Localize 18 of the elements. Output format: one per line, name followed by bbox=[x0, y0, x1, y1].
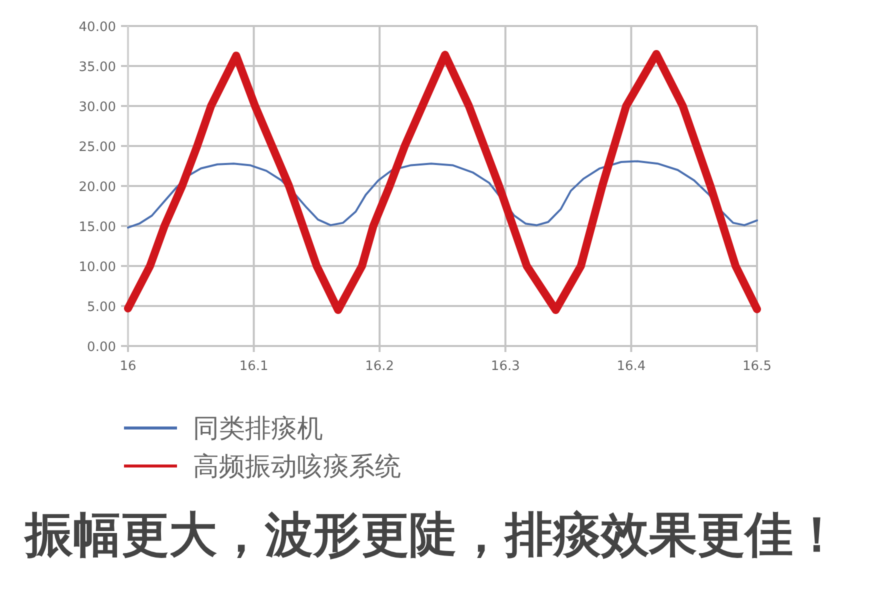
x-tick-label: 16.5 bbox=[742, 359, 772, 374]
y-tick-label: 35.00 bbox=[78, 60, 116, 75]
legend-label: 高频振动咳痰系统 bbox=[193, 452, 401, 482]
x-tick-label: 16.4 bbox=[616, 359, 646, 374]
y-tick-label: 20.00 bbox=[78, 180, 116, 195]
x-tick-label: 16.2 bbox=[365, 359, 394, 374]
y-tick-label: 5.00 bbox=[87, 300, 116, 315]
x-tick-label: 16.1 bbox=[239, 359, 268, 374]
y-tick-label: 30.00 bbox=[78, 100, 116, 115]
y-tick-label: 15.00 bbox=[78, 220, 116, 235]
legend-label: 同类排痰机 bbox=[193, 414, 323, 444]
y-tick-label: 25.00 bbox=[78, 140, 116, 155]
y-tick-label: 40.00 bbox=[78, 20, 116, 35]
x-tick-label: 16 bbox=[120, 359, 136, 374]
annotation: 振幅更大，波形更陡，排痰效果更佳！ bbox=[25, 507, 841, 563]
x-tick-label: 16.3 bbox=[490, 359, 520, 374]
y-tick-label: 10.00 bbox=[78, 260, 116, 275]
y-tick-label: 0.00 bbox=[87, 340, 116, 355]
